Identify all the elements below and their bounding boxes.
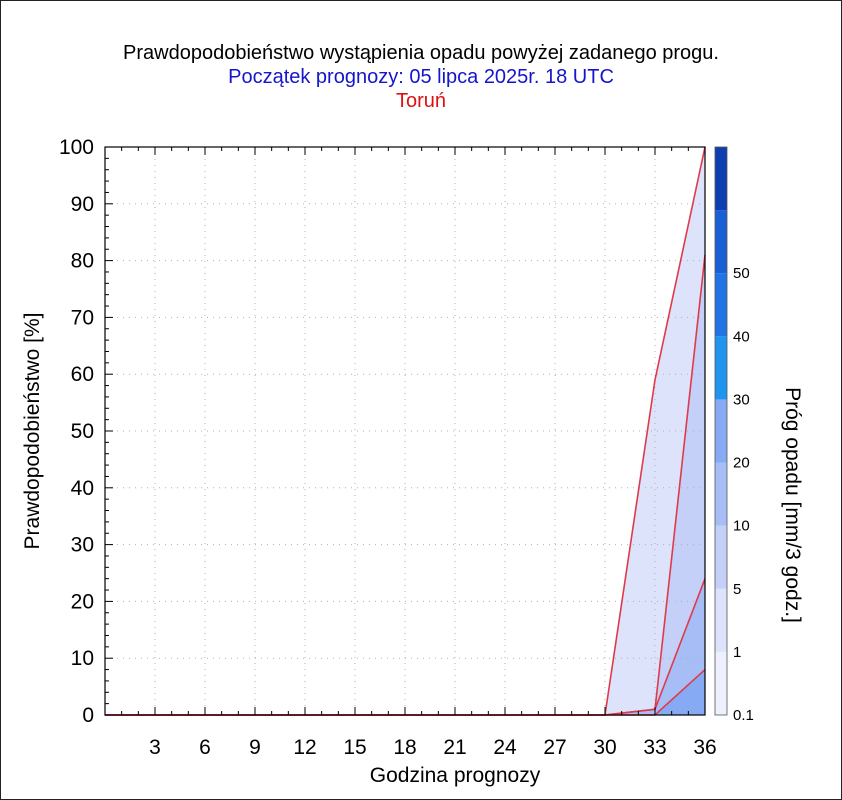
y-tick-label: 40 <box>71 477 94 500</box>
colorbar-segment <box>715 399 727 463</box>
y-tick-label: 20 <box>71 590 94 613</box>
colorbar-tick-label: 10 <box>733 518 750 535</box>
x-tick-label: 21 <box>443 736 466 759</box>
x-tick-label: 36 <box>693 736 716 759</box>
colorbar-tick-label: 0.1 <box>733 707 754 724</box>
y-tick-label: 0 <box>82 704 94 727</box>
x-tick-label: 18 <box>393 736 416 759</box>
grid-lines <box>105 147 705 715</box>
x-tick-label: 6 <box>199 736 211 759</box>
colorbar-segment <box>715 147 727 211</box>
colorbar-tick-label: 40 <box>733 328 750 345</box>
colorbar-segment <box>715 336 727 400</box>
colorbar-segment <box>715 525 727 589</box>
colorbar-tick-label: 50 <box>733 265 750 282</box>
x-tick-label: 30 <box>593 736 616 759</box>
colorbar-segment <box>715 273 727 337</box>
colorbar: 0.1 1 5 10 20 30 40 50 <box>714 146 754 724</box>
x-tick-label: 3 <box>149 736 161 759</box>
y-tick-label: 60 <box>71 363 94 386</box>
x-tick-label: 24 <box>493 736 517 759</box>
colorbar-segment <box>715 210 727 274</box>
y-tick-label: 30 <box>71 534 94 557</box>
y-axis-label: Prawdopodobieństwo [%] <box>21 313 44 550</box>
colorbar-segment <box>715 462 727 526</box>
colorbar-tick-label: 1 <box>733 644 741 661</box>
y-tick-label: 100 <box>59 136 94 159</box>
colorbar-segment <box>715 588 727 652</box>
y-tick-label: 50 <box>71 420 94 443</box>
x-tick-label: 33 <box>643 736 666 759</box>
x-tick-label: 27 <box>543 736 566 759</box>
colorbar-tick-label: 20 <box>733 455 750 472</box>
location-label: Toruń <box>395 90 447 112</box>
x-tick-label: 12 <box>293 736 316 759</box>
x-tick-label: 9 <box>249 736 261 759</box>
y-tick-label: 90 <box>71 193 94 216</box>
y-tick-label: 10 <box>71 647 94 670</box>
y-tick-label: 70 <box>71 306 94 329</box>
x-axis-label: Godzina prognozy <box>370 764 541 787</box>
colorbar-label: Próg opadu [mm/3 godz.] <box>781 387 804 623</box>
x-tick-label: 15 <box>343 736 366 759</box>
chart-subtitle: Początek prognozy: 05 lipca 2025r. 18 UT… <box>228 66 614 88</box>
colorbar-border <box>714 146 728 716</box>
colorbar-segment <box>715 651 727 715</box>
colorbar-tick-label: 30 <box>733 391 750 408</box>
colorbar-tick-label: 5 <box>733 581 741 598</box>
axes: 3 6 9 12 15 18 21 24 27 30 33 360102030405060708090… <box>59 136 717 759</box>
chart-title: Prawdopodobieństwo wystąpienia opadu pow… <box>123 42 719 64</box>
y-tick-label: 80 <box>71 250 94 273</box>
